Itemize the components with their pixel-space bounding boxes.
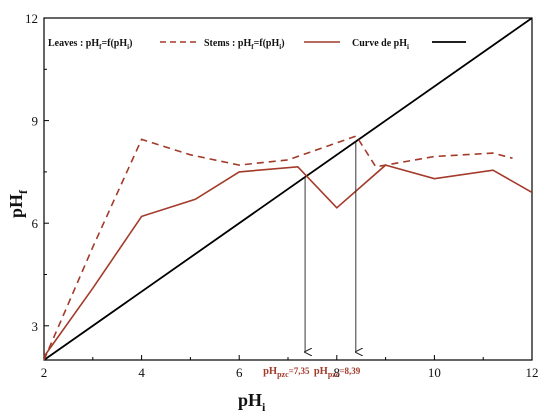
series-curve-line [43,17,533,361]
y-axis-ticks: 3 6 9 12 [25,11,49,334]
x-tick-label: 6 [236,365,243,380]
x-axis-ticks: 2 4 6 8 10 12 [41,355,539,380]
legend-entry-leaves: Leaves : pHf=f(pHi) [48,38,132,51]
series-leaves-line [43,135,513,361]
series-layer [43,17,533,361]
legend: Leaves : pHf=f(pHi) Stems : pHf=f(pHi) C… [48,38,466,51]
y-tick-label: 12 [25,11,38,26]
y-axis-title: pHf [6,189,30,218]
x-tick-label: 8 [334,365,341,380]
x-tick-label: 4 [138,365,145,380]
pzc-label: pHpzc=7,35 [263,366,310,379]
pzc-label: pHpzc=8,39 [314,366,361,379]
legend-entry-stems: Stems : pHf=f(pHi) [204,38,285,51]
x-tick-label: 10 [428,365,441,380]
y-tick-label: 9 [32,114,39,129]
annotation-layer: pHpzc=7,35 pHpzc=8,39 [263,141,361,379]
x-axis-title: pHi [238,390,266,413]
y-tick-label: 3 [32,319,39,334]
series-stems-line [43,164,533,358]
y-tick-label: 6 [32,216,39,231]
x-tick-label: 12 [526,365,539,380]
x-tick-label: 2 [41,365,48,380]
legend-entry-curve: Curve de pHi [352,38,409,51]
